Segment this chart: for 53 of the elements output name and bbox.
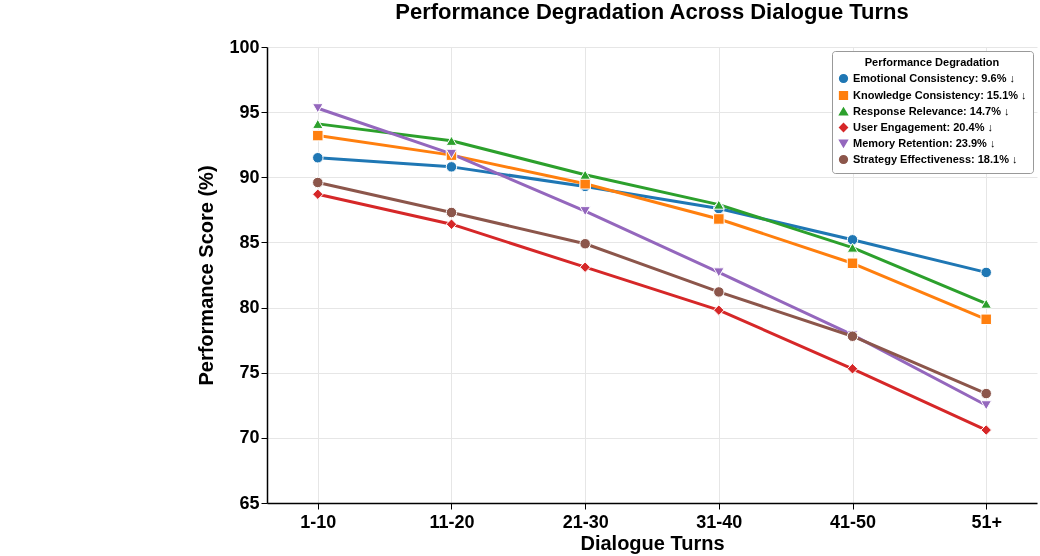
legend-label: Response Relevance: 14.7% ↓ — [853, 104, 1010, 117]
y-tick-label: 95 — [239, 101, 260, 122]
x-tick-label: 41-50 — [830, 511, 877, 532]
point — [980, 387, 992, 400]
point — [579, 206, 591, 217]
y-tick-label: 80 — [239, 297, 260, 318]
x-tick-label: 31-40 — [696, 511, 743, 532]
point — [980, 266, 992, 279]
x-tick-label: 51+ — [971, 511, 1002, 532]
chart-title: Performance Degradation Across Dialogue Turns — [395, 0, 909, 24]
point — [312, 152, 324, 164]
point — [846, 242, 859, 253]
legend-label: Knowledge Consistency: 15.1% ↓ — [853, 88, 1027, 101]
legend-label: Emotional Consistency: 9.6% ↓ — [853, 71, 1015, 84]
legend-label: Strategy Effectiveness: 18.1% ↓ — [853, 152, 1018, 165]
point — [445, 218, 458, 230]
point — [579, 238, 591, 250]
y-tick-label: 65 — [239, 492, 260, 513]
point — [579, 169, 591, 180]
point — [980, 313, 992, 326]
point — [445, 135, 458, 146]
point — [312, 129, 324, 142]
point — [846, 257, 859, 270]
point — [713, 199, 725, 210]
point — [312, 118, 324, 129]
x-tick-label: 1-10 — [300, 511, 337, 532]
point — [445, 206, 458, 219]
point — [980, 298, 992, 309]
y-tick-label: 100 — [229, 36, 260, 57]
point — [579, 261, 591, 273]
point — [445, 161, 458, 173]
point — [713, 267, 725, 278]
point — [713, 286, 725, 298]
point — [980, 400, 992, 411]
point — [312, 103, 324, 114]
point — [713, 304, 725, 316]
x-tick-label: 21-30 — [562, 511, 609, 532]
point — [980, 424, 992, 436]
x-axis-title: Dialogue Turns — [580, 531, 725, 554]
x-tick-label: 11-20 — [429, 511, 475, 532]
point — [713, 213, 725, 225]
legend-label: User Engagement: 20.4% ↓ — [853, 120, 993, 133]
y-axis-title: Performance Score (%) — [195, 165, 218, 386]
y-tick-label: 90 — [239, 166, 260, 187]
point — [846, 363, 859, 375]
legend-title: Performance Degradation — [864, 56, 1000, 68]
legend-label: Memory Retention: 23.9% ↓ — [853, 136, 996, 149]
point — [312, 176, 324, 189]
y-tick-label: 70 — [239, 427, 260, 448]
y-tick-label: 85 — [239, 231, 260, 252]
y-tick-label: 75 — [239, 362, 260, 383]
point — [846, 234, 859, 246]
point — [312, 188, 324, 200]
